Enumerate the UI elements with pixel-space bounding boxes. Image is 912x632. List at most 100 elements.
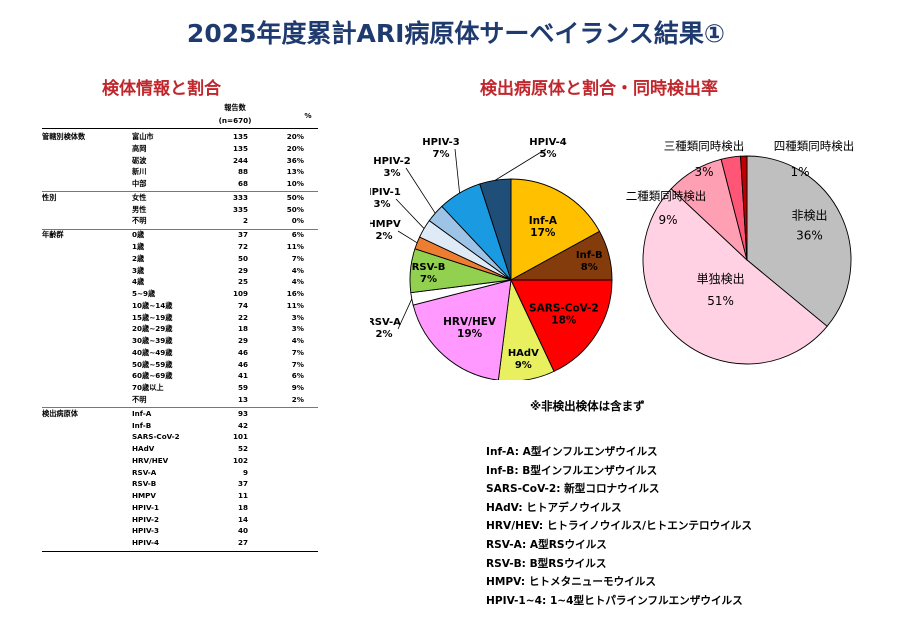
row-count: 14 — [237, 514, 248, 524]
slice-label-0: 非検出 36% — [791, 208, 827, 242]
abbreviation-line: Inf-B: B型インフルエンザウイルス — [486, 464, 658, 477]
row-name: 0歳 — [132, 230, 145, 240]
abbreviation-line: RSV-B: B型RSウイルス — [486, 557, 607, 570]
slice-label-7: HMPV 2% — [370, 219, 401, 242]
row-count: 41 — [237, 371, 248, 381]
row-count: 88 — [237, 167, 248, 177]
row-name: 女性 — [132, 192, 147, 202]
abbreviation-line: Inf-A: A型インフルエンザウイルス — [486, 446, 658, 458]
leader-line — [397, 298, 413, 330]
row-name: HPIV-4 — [132, 538, 159, 548]
row-name: 3歳 — [132, 265, 145, 275]
row-pct: 4% — [291, 336, 304, 346]
row-pct: 0% — [291, 216, 304, 226]
header-n: (n=670) — [218, 116, 252, 125]
row-name: 30歳~39歳 — [132, 336, 173, 346]
row-name: 新川 — [132, 167, 147, 177]
row-count: 2 — [242, 216, 248, 226]
pathogen-pie-chart: Inf-A 17% Inf-B 8% SARS-CoV-2 18% HAdV 9% HRV/HE… — [370, 137, 613, 380]
row-name: HPIV-2 — [132, 514, 159, 524]
row-count: 68 — [237, 179, 248, 188]
row-pct: 7% — [291, 359, 304, 369]
note-text: ※非検出検体は含まず — [530, 399, 645, 413]
row-name: 60歳~69歳 — [132, 371, 173, 381]
row-pct: 10% — [286, 179, 304, 188]
slice-label-2: 二種類同時検出 — [626, 189, 707, 203]
pie-slice-2 — [510, 279, 613, 372]
row-count: 52 — [237, 444, 248, 454]
row-pct: 16% — [286, 289, 304, 299]
row-count: 46 — [237, 347, 248, 357]
row-count: 102 — [232, 455, 248, 465]
row-pct: 11% — [286, 300, 304, 310]
row-count: 46 — [237, 359, 248, 369]
pie-slice-3 — [497, 278, 555, 380]
row-pct: 50% — [286, 204, 304, 214]
row-count: 22 — [237, 312, 248, 322]
row-count: 37 — [237, 230, 248, 240]
row-name: 富山市 — [132, 132, 154, 141]
row-pct: 3% — [291, 312, 304, 322]
row-pct: 7% — [291, 347, 304, 357]
row-count: 27 — [237, 538, 248, 548]
group-label: 管轄別検体数 — [42, 132, 86, 141]
leader-line — [454, 148, 460, 194]
pie-slice-0 — [510, 178, 601, 281]
slice-label-5: RSV-A 2% — [370, 317, 401, 340]
row-name: HPIV-3 — [132, 526, 159, 536]
slice-pct-2: 9% — [658, 213, 677, 227]
row-name: 50歳~59歳 — [132, 359, 173, 369]
specimen-table: 報告数 (n=670)% 管轄別検体数 富山市 135 20% 高岡 135 20% 砺波 244 3… — [42, 102, 318, 612]
leader-line — [494, 148, 547, 181]
row-pct: 6% — [291, 371, 304, 381]
slice-label-4: 四種類同時検出 — [774, 139, 855, 153]
table-divider — [42, 550, 318, 552]
abbreviation-line: HAdV: ヒトアデノウイルス — [486, 501, 622, 514]
header-pct: % — [304, 111, 312, 120]
row-name: 10歳~14歳 — [132, 300, 173, 310]
right-section-title: 検出病原体と割合・同時検出率 — [480, 79, 718, 99]
slice-label-1: Inf-B 8% — [576, 250, 603, 273]
row-name: SARS-CoV-2 — [132, 432, 180, 442]
row-count: 93 — [237, 408, 248, 418]
row-name: 5~9歳 — [132, 289, 156, 299]
row-pct: 20% — [286, 143, 304, 153]
page-title: 2025年度累計ARI病原体サーベイランス結果① — [186, 19, 726, 48]
row-count: 101 — [232, 432, 248, 442]
row-pct: 20% — [286, 132, 304, 141]
row-count: 333 — [232, 192, 248, 202]
leader-line — [395, 198, 425, 229]
slice-label-4: HRV/HEV 19% — [443, 316, 497, 340]
row-count: 25 — [237, 277, 248, 287]
table-divider — [42, 228, 318, 230]
row-name: 中部 — [132, 179, 147, 188]
table-divider — [42, 407, 318, 409]
row-count: 72 — [237, 242, 248, 252]
row-count: 59 — [237, 383, 248, 393]
row-count: 29 — [237, 336, 248, 346]
abbreviation-line: HMPV: ヒトメタニューモウイルス — [486, 576, 656, 589]
row-count: 18 — [237, 324, 248, 334]
row-name: RSV-B — [132, 479, 157, 489]
slice-pct-4: 1% — [790, 165, 809, 179]
row-name: 70歳以上 — [132, 383, 164, 393]
row-name: 男性 — [132, 204, 147, 214]
row-count: 9 — [242, 467, 248, 477]
row-count: 244 — [232, 155, 248, 165]
table-divider — [42, 128, 318, 129]
row-pct: 13% — [286, 167, 304, 177]
row-count: 37 — [237, 479, 248, 489]
slice-label-3: HAdV 9% — [508, 348, 539, 371]
row-name: 40歳~49歳 — [132, 347, 173, 357]
row-name: HPIV-1 — [132, 502, 159, 512]
group-label: 性別 — [42, 192, 57, 202]
row-count: 74 — [237, 300, 248, 310]
codetection-pie-chart: 非検出 36% 単独検出 51% 二種類同時検出 9% 三種類同時検出 3% 四種類同時検出 1% — [626, 139, 855, 365]
row-pct: 9% — [291, 383, 304, 393]
row-pct: 50% — [286, 192, 304, 202]
row-name: Inf-A — [132, 408, 152, 418]
row-count: 42 — [237, 420, 248, 430]
row-pct: 4% — [291, 277, 304, 287]
abbreviation-line: SARS-CoV-2: 新型コロナウイルス — [486, 483, 660, 496]
row-name: HAdV — [132, 444, 155, 454]
